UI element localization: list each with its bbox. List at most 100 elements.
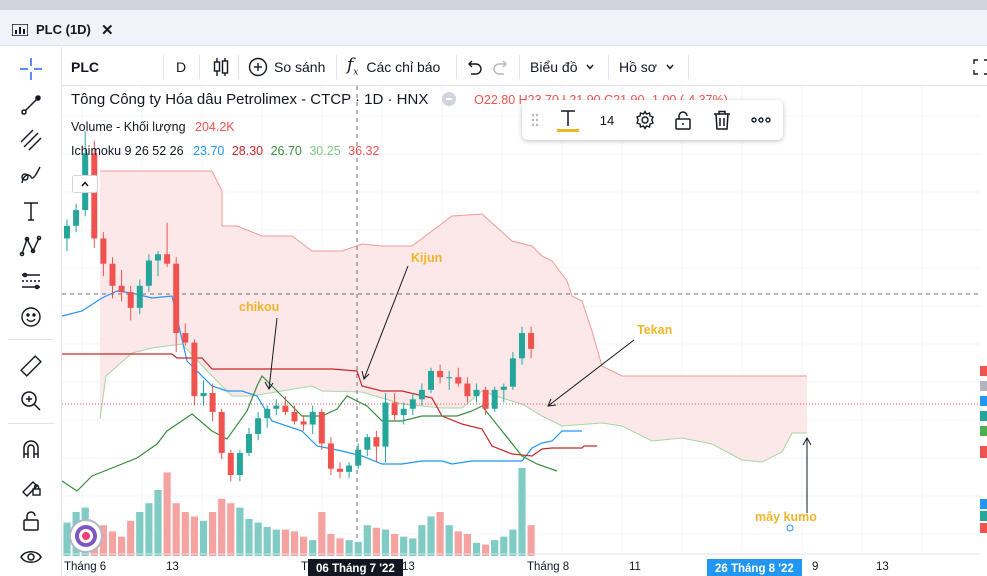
- volume-legend[interactable]: Volume - Khối lượng 204.2K: [71, 120, 235, 134]
- chevron-down-icon: [586, 64, 595, 70]
- candle-body: [236, 452, 243, 475]
- annotation-chikou[interactable]: chikou: [239, 300, 280, 314]
- compare-button[interactable]: So sánh: [248, 47, 325, 86]
- annotation-kumo[interactable]: mây kumo: [755, 510, 817, 524]
- candle-body: [364, 437, 371, 450]
- indicators-label: Các chỉ báo: [366, 58, 441, 75]
- lock-drawing-icon[interactable]: [17, 472, 45, 500]
- chart-area[interactable]: Tông Công ty Hóa dâu Petrolimex - CTCP ·…: [62, 86, 987, 576]
- magnet-icon[interactable]: [17, 436, 45, 464]
- candle-body: [373, 437, 380, 447]
- pattern-icon[interactable]: [17, 232, 45, 260]
- ichimoku-legend[interactable]: Ichimoku 9 26 52 26 23.70 28.30 26.70 30…: [71, 144, 379, 158]
- collapse-legend-button[interactable]: [72, 175, 98, 193]
- chevron-up-icon: [81, 181, 89, 187]
- kijun-line: [62, 353, 597, 457]
- prediction-icon[interactable]: [17, 267, 45, 295]
- volume-bar: [300, 536, 308, 556]
- candle-body: [109, 263, 116, 286]
- volume-bar: [181, 512, 189, 556]
- fullscreen-icon[interactable]: [973, 47, 987, 86]
- text-tool-icon[interactable]: [17, 197, 45, 225]
- candle-body: [191, 342, 198, 397]
- senkou-span-b: [100, 170, 807, 377]
- candle-body: [519, 333, 525, 359]
- fib-channel-icon[interactable]: [17, 126, 45, 154]
- brand-logo-icon: [75, 525, 97, 547]
- arrow-head: [264, 381, 274, 390]
- candle-body: [500, 386, 507, 390]
- candle-body: [264, 408, 271, 419]
- candle-body: [346, 465, 353, 472]
- volume-bar: [245, 519, 253, 556]
- candle-body: [300, 421, 307, 425]
- candle-body: [327, 443, 334, 469]
- avatar[interactable]: [69, 519, 103, 553]
- zoom-in-icon[interactable]: [17, 387, 45, 415]
- candle-body: [355, 449, 362, 466]
- ichimoku-value-base: 28.30: [231, 144, 264, 158]
- close-icon[interactable]: ✕: [101, 22, 114, 39]
- volume-bar: [345, 540, 353, 556]
- legend-hide-icon[interactable]: [442, 92, 457, 106]
- font-size-button[interactable]: 14: [599, 112, 615, 128]
- annotation-tekan[interactable]: Tekan: [637, 323, 673, 337]
- text-color-icon: [557, 110, 579, 132]
- drag-handle-icon[interactable]: [526, 100, 544, 140]
- undo-icon[interactable]: [465, 47, 483, 86]
- annotation-kijun[interactable]: Kijun: [411, 251, 443, 265]
- volume-bar: [400, 536, 408, 556]
- unlock-icon[interactable]: [666, 100, 700, 140]
- x-tick-7: 13: [876, 561, 889, 573]
- arrow-tekan: [547, 339, 635, 407]
- indicators-button[interactable]: fx Các chỉ báo: [347, 47, 440, 86]
- profile-menu-button[interactable]: Hồ sơ: [619, 47, 675, 86]
- chart-tab-title[interactable]: PLC (1D): [36, 22, 91, 37]
- volume-bar: [127, 520, 135, 556]
- price-scale-marker: [980, 499, 987, 509]
- drawing-toolbar: [0, 47, 62, 576]
- candlestick-icon: [213, 57, 229, 76]
- chart-menu-button[interactable]: Biểu đồ: [530, 47, 595, 86]
- candle-body: [164, 254, 171, 264]
- chevron-down-icon: [666, 64, 674, 70]
- candle-body: [118, 285, 125, 293]
- volume-bar: [290, 531, 299, 556]
- eye-icon[interactable]: [17, 543, 45, 571]
- price-chart[interactable]: [62, 86, 987, 576]
- brush-icon[interactable]: [17, 161, 45, 189]
- interval-button[interactable]: D: [176, 58, 187, 75]
- x-tick-2: T: [301, 561, 309, 573]
- volume-bar: [108, 531, 117, 556]
- candle-body: [400, 408, 407, 416]
- lock-icon[interactable]: [17, 507, 45, 535]
- candle-body: [91, 153, 98, 239]
- text-color-button[interactable]: [552, 100, 584, 140]
- ichimoku-value-span-a: 30.25: [309, 144, 341, 158]
- volume-bar: [190, 516, 198, 556]
- volume-bar: [199, 520, 208, 556]
- emoji-icon[interactable]: [17, 303, 45, 331]
- redo-icon[interactable]: [492, 47, 510, 86]
- legend-title: Tông Công ty Hóa dâu Petrolimex - CTCP ·…: [71, 91, 429, 108]
- settings-icon[interactable]: [628, 100, 662, 140]
- more-options-icon[interactable]: [744, 100, 778, 140]
- trend-line-icon[interactable]: [17, 91, 45, 119]
- x-tick-6: 9: [812, 561, 819, 573]
- candle-body: [182, 333, 189, 343]
- floating-drawing-toolbar: 14: [522, 100, 783, 140]
- symbol-search[interactable]: PLC: [71, 58, 99, 75]
- candle-body: [318, 411, 325, 444]
- volume-bar: [491, 540, 499, 556]
- volume-bar: [391, 534, 399, 556]
- trash-icon[interactable]: [705, 100, 739, 140]
- candle-type-button[interactable]: [212, 47, 230, 86]
- crosshair-icon[interactable]: [17, 55, 45, 83]
- candle-body: [382, 402, 389, 447]
- ruler-icon[interactable]: [17, 352, 45, 380]
- candle-body: [282, 405, 289, 412]
- top-toolbar: PLC D So sánh fx Các chỉ báo: [62, 47, 987, 86]
- candle-body: [246, 434, 252, 453]
- candle-body: [73, 210, 80, 226]
- volume-bar: [527, 525, 535, 556]
